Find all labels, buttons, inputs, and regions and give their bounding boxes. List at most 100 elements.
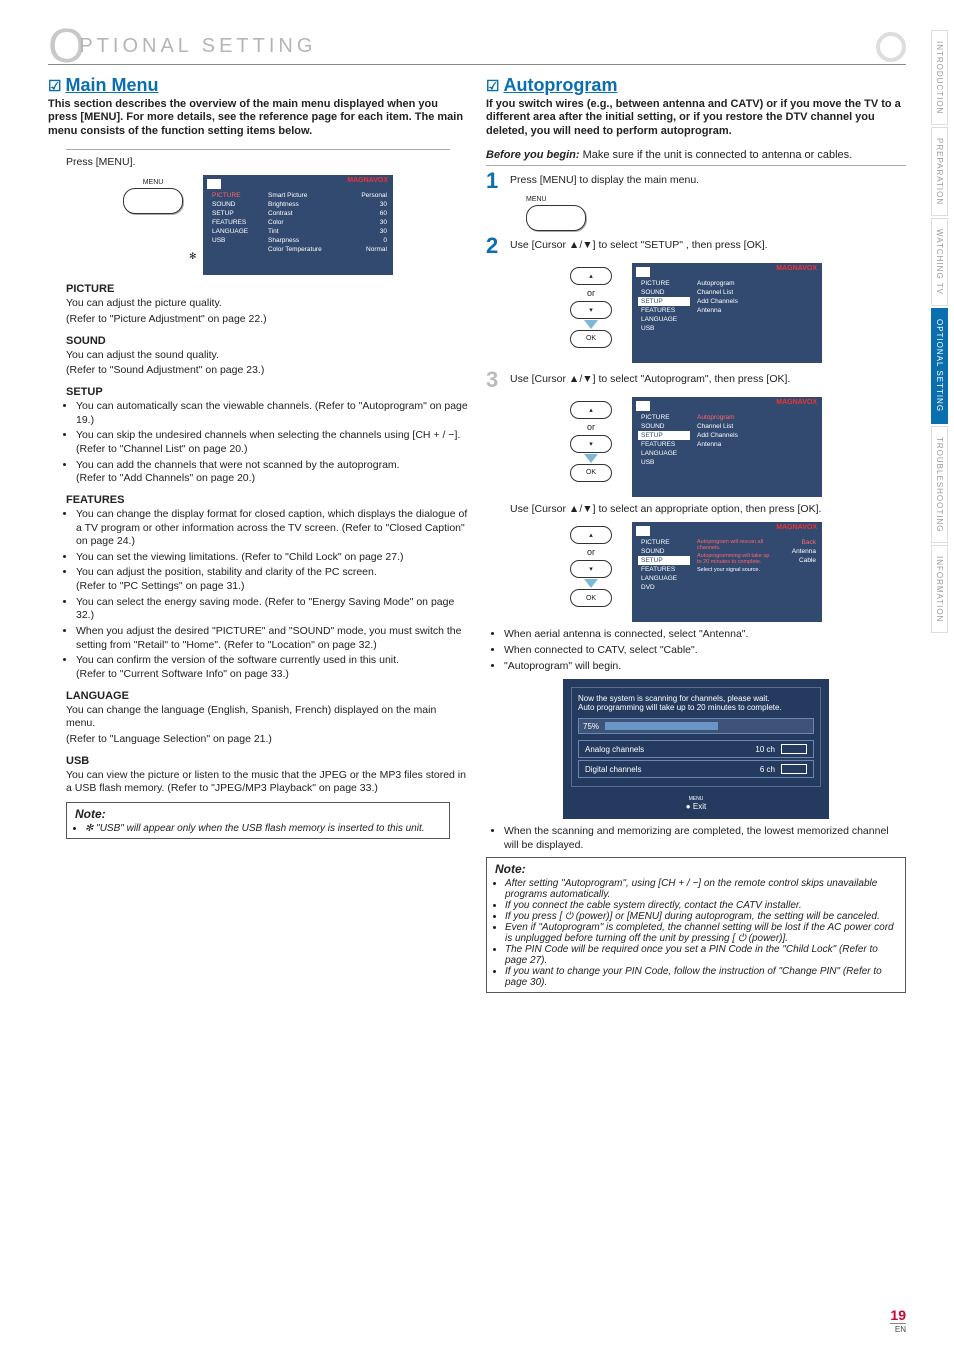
- picture-l2: (Refer to "Picture Adjustment" on page 2…: [66, 313, 468, 327]
- step-1-num: 1: [486, 170, 504, 192]
- picture-l1: You can adjust the picture quality.: [66, 297, 468, 311]
- menu-item: Sharpness: [265, 236, 345, 245]
- tab-preparation: PREPARATION: [931, 127, 948, 216]
- page-number: 19 EN: [890, 1307, 906, 1334]
- menu-item: LANGUAGE: [638, 315, 690, 324]
- menu-value: 30: [351, 218, 387, 227]
- bullet-antenna: When aerial antenna is connected, select…: [504, 628, 906, 642]
- menu-item: Autoprogram: [694, 279, 774, 288]
- ok-label: OK: [570, 589, 612, 607]
- menu-value: 60: [351, 209, 387, 218]
- note-b2: If you connect the cable system directly…: [505, 900, 897, 911]
- tab-information: INFORMATION: [931, 545, 948, 633]
- setup-b3: You can add the channels that were not s…: [76, 459, 468, 486]
- header-ring-icon: [876, 32, 906, 62]
- step-2-num: 2: [486, 235, 504, 257]
- menu-item: Tint: [265, 227, 345, 236]
- menu-item: Antenna: [694, 440, 774, 449]
- menu-label: MENU: [143, 179, 164, 186]
- menu-value: 30: [351, 200, 387, 209]
- features-b3: You can adjust the position, stability a…: [76, 566, 468, 593]
- scan-l2: Auto programming will take up to 20 minu…: [578, 703, 814, 712]
- sound-l2: (Refer to "Sound Adjustment" on page 23.…: [66, 364, 468, 378]
- menu-item: SETUP: [638, 556, 690, 565]
- menu-item: DVD: [638, 583, 690, 592]
- bullet-complete: When the scanning and memorizing are com…: [504, 825, 906, 852]
- menu-msg: Select your signal source.: [694, 566, 774, 574]
- menu-item: Add Channels: [694, 297, 774, 306]
- menu-item: LANGUAGE: [638, 449, 690, 458]
- menu-button-graphic: MENU: [526, 196, 906, 231]
- brand-label: MAGNAVOX: [776, 399, 817, 406]
- features-b6: You can confirm the version of the softw…: [76, 654, 468, 681]
- note-b1: After setting "Autoprogram", using [CH +…: [505, 878, 897, 900]
- or-label: or: [587, 547, 595, 557]
- scan-row-value: 10 ch: [755, 745, 775, 754]
- setup-b2: You can skip the undesired channels when…: [76, 429, 468, 456]
- menu-label: MENU: [526, 196, 547, 203]
- note-b1: ✻ "USB" will appear only when the USB fl…: [85, 823, 441, 834]
- menu-value: Normal: [351, 245, 387, 254]
- note-b3: If you press [ ⏻ (power)] or [MENU] duri…: [505, 911, 897, 922]
- note-title: Note:: [495, 862, 897, 876]
- menu-value: Cable: [780, 556, 816, 565]
- autoprogram-intro: If you switch wires (e.g., between anten…: [486, 98, 906, 139]
- menu-item: Color Temperature: [265, 245, 345, 254]
- menu-item: SETUP: [638, 297, 690, 306]
- menu-value: 0: [351, 236, 387, 245]
- cursor-control-graphic: ▴ or ▾ OK: [570, 267, 612, 348]
- menu-item: LANGUAGE: [638, 574, 690, 583]
- menu-value: Antenna: [780, 547, 816, 556]
- page-header: O PTIONAL SETTING: [48, 30, 906, 65]
- ok-label: OK: [570, 330, 612, 348]
- before-you-begin: Before you begin: Make sure if the unit …: [486, 149, 906, 161]
- note-b6: If you want to change your PIN Code, fol…: [505, 966, 897, 988]
- note-b4: Even if "Autoprogram" is completed, the …: [505, 922, 897, 944]
- menu-item: SETUP: [209, 209, 261, 218]
- menu-item: Add Channels: [694, 431, 774, 440]
- menu-item: Autoprogram: [694, 413, 774, 422]
- menu-item: SOUND: [638, 547, 690, 556]
- menu-item: Channel List: [694, 422, 774, 431]
- features-head: FEATURES: [66, 494, 468, 506]
- scan-row-value: 6 ch: [760, 765, 775, 774]
- brand-label: MAGNAVOX: [776, 524, 817, 531]
- step-3b-text: Use [Cursor ▲/▼] to select an appropriat…: [510, 503, 906, 517]
- usb-head: USB: [66, 755, 468, 767]
- header-title: PTIONAL SETTING: [79, 35, 316, 58]
- scan-row-label: Digital channels: [585, 765, 641, 774]
- language-l1: You can change the language (English, Sp…: [66, 704, 468, 731]
- menu-item: FEATURES: [209, 218, 261, 227]
- menu-value: Back: [780, 538, 816, 547]
- menu-item: Color: [265, 218, 345, 227]
- note-box-right: Note: After setting "Autoprogram", using…: [486, 857, 906, 993]
- tv-screenshot-setup: MAGNAVOX PICTURE SOUND SETUP FEATURES LA…: [632, 263, 822, 363]
- menu-item: PICTURE: [638, 413, 690, 422]
- or-label: or: [587, 288, 595, 298]
- menu-item: SETUP: [638, 431, 690, 440]
- tab-watching: WATCHING TV: [931, 218, 948, 306]
- or-label: or: [587, 422, 595, 432]
- tab-troubleshooting: TROUBLESHOOTING: [931, 426, 948, 543]
- menu-item: PICTURE: [209, 191, 261, 200]
- menu-item: FEATURES: [638, 306, 690, 315]
- cursor-control-graphic: ▴ or ▾ OK: [570, 526, 612, 607]
- check-icon: ☑: [486, 78, 499, 95]
- menu-item: PICTURE: [638, 538, 690, 547]
- features-b5: When you adjust the desired "PICTURE" an…: [76, 625, 468, 652]
- menu-item: Brightness: [265, 200, 345, 209]
- tv-screenshot-main: MAGNAVOX PICTURE SOUND SETUP FEATURES LA…: [203, 175, 393, 275]
- step-3-num: 3: [486, 369, 504, 391]
- menu-item: USB: [638, 458, 690, 467]
- menu-msg: Autoprogram will rescan all channels.: [694, 538, 774, 552]
- main-menu-intro: This section describes the overview of t…: [48, 98, 468, 139]
- brand-label: MAGNAVOX: [347, 177, 388, 184]
- exit-label: Exit: [693, 802, 706, 811]
- sound-head: SOUND: [66, 335, 468, 347]
- menu-item: SOUND: [638, 422, 690, 431]
- step-1-text: Press [MENU] to display the main menu.: [510, 170, 906, 192]
- tv-screenshot-autoprogram: MAGNAVOX PICTURE SOUND SETUP FEATURES LA…: [632, 397, 822, 497]
- features-b4: You can select the energy saving mode. (…: [76, 596, 468, 623]
- menu-msg: Autoprogramming will take up to 20 minut…: [694, 552, 774, 566]
- scanning-box: Now the system is scanning for channels,…: [563, 679, 829, 819]
